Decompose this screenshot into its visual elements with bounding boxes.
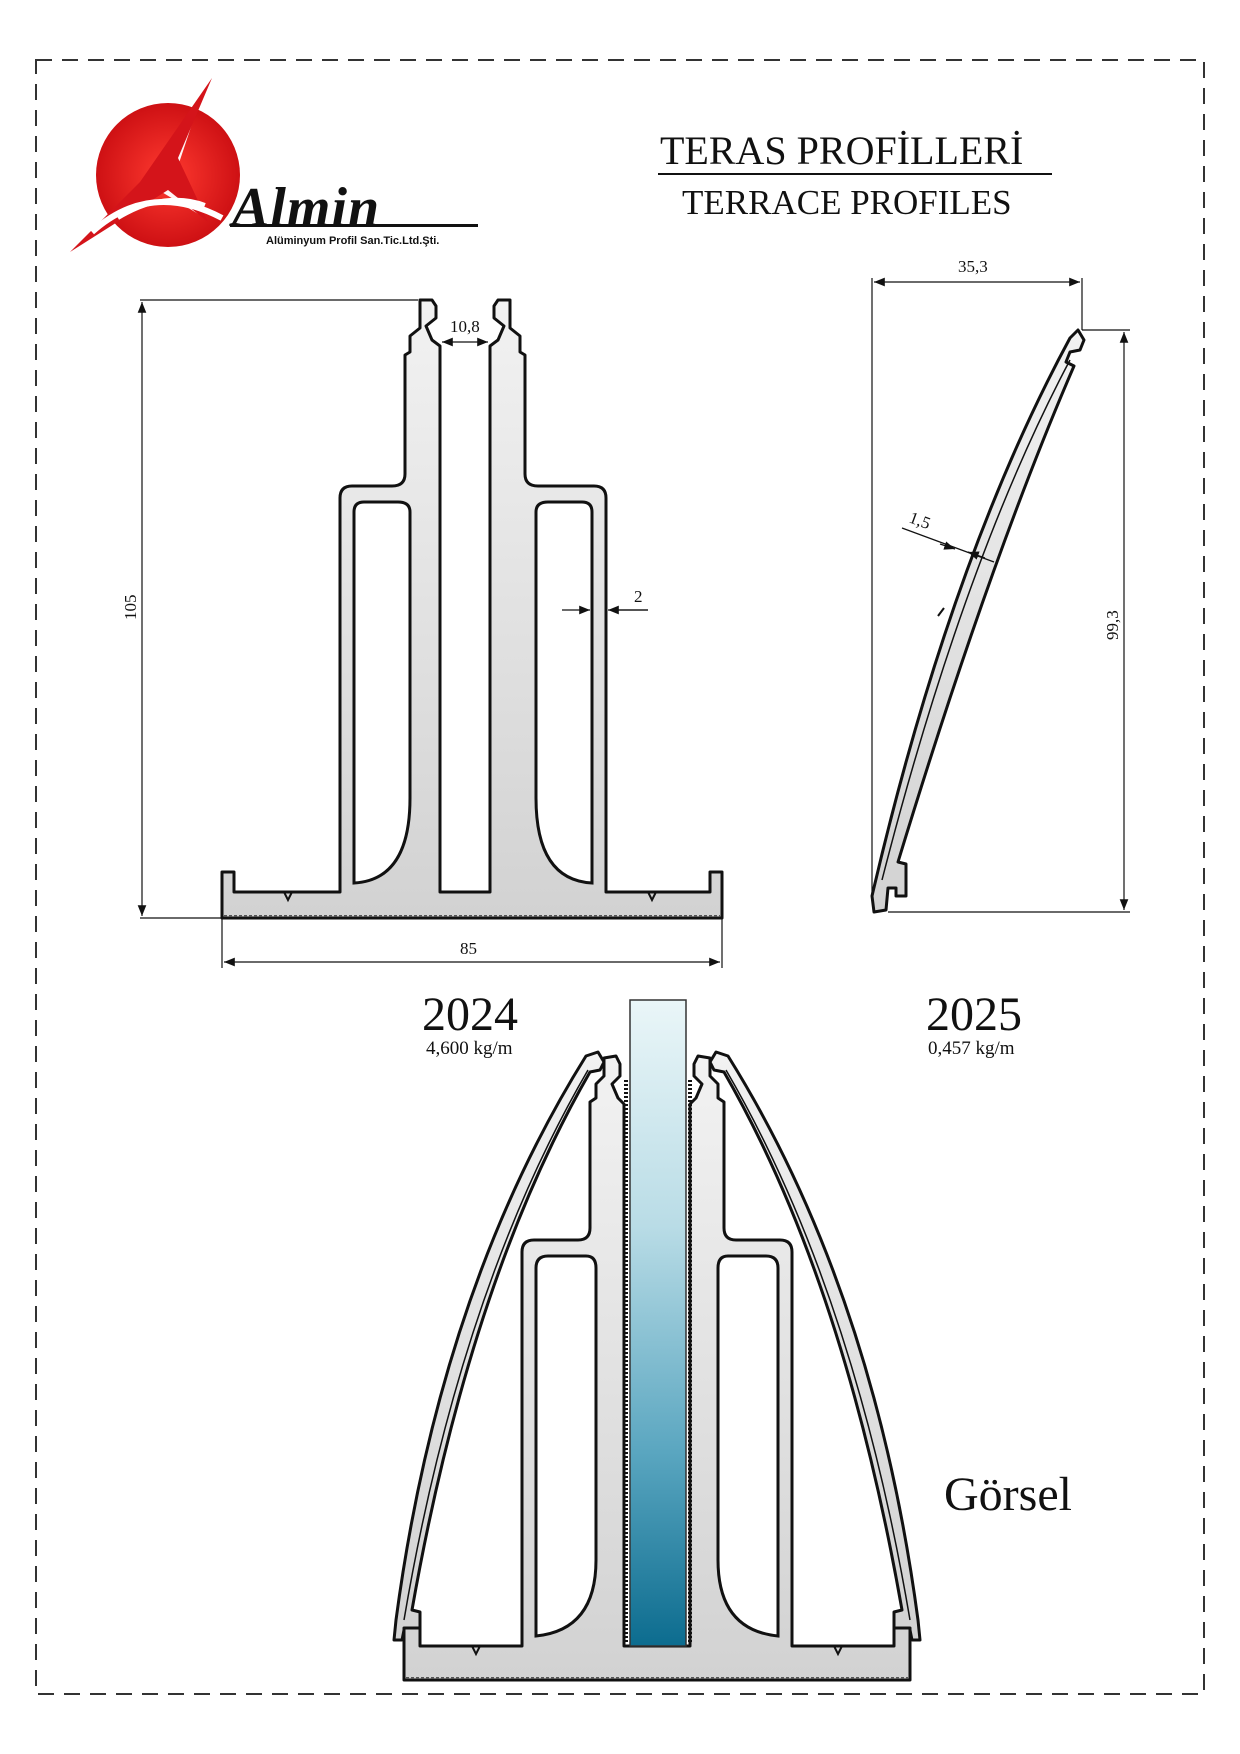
title-turkish: TERAS PROFİLLERİ [660, 128, 1023, 173]
assembly-glass-panel [629, 999, 687, 1647]
profile-2024-dimensions: 105 85 10,8 2 [121, 299, 723, 968]
logo-white-arc-2 [116, 197, 206, 220]
dim-2024-height-label: 105 [121, 595, 140, 621]
assembly-drawing [392, 999, 922, 1682]
profile-2024-left-chamber [352, 500, 412, 885]
logo-underline [230, 224, 478, 227]
logo-company-line: Alüminyum Profil San.Tic.Ltd.Şti. [266, 235, 439, 247]
profile-2024-weight: 4,600 kg/m [426, 1038, 513, 1059]
dim-2025-width-label: 35,3 [958, 257, 988, 276]
dim-2025-thickness-arrow-b [967, 551, 986, 560]
assembly-left-chamber [534, 1254, 598, 1638]
assembly-label: Görsel [944, 1468, 1072, 1521]
assembly-right-cover-inner [725, 1069, 911, 1621]
profile-2024-outline [220, 298, 724, 920]
logo-brand-name: Almin [229, 177, 380, 239]
company-logo: Almin Alüminyum Profil San.Tic.Ltd.Şti. [70, 78, 478, 252]
assembly-left-cover-inner [403, 1069, 589, 1621]
dim-2025-thickness-label: 1,5 [907, 508, 933, 533]
profile-2025-drawing [870, 328, 1086, 914]
title-english: TERRACE PROFILES [682, 183, 1012, 222]
profile-2025-code: 2025 [926, 988, 1022, 1041]
profile-2024-code: 2024 [422, 988, 518, 1041]
assembly-right-chamber [716, 1254, 780, 1638]
assembly-groove-right [833, 1645, 843, 1657]
profile-2024-drawing [220, 298, 724, 920]
profile-2024-groove-left [283, 891, 293, 903]
profile-2025-weight: 0,457 kg/m [928, 1038, 1015, 1059]
dim-2024-slot-label: 10,8 [450, 317, 480, 336]
assembly-base-profile [402, 1054, 912, 1682]
page-border [35, 59, 1205, 1695]
dim-2024-wall-label: 2 [634, 587, 643, 606]
profile-2025-outline [870, 328, 1086, 914]
profile-2025-notch [937, 607, 945, 617]
profile-2025-inner-line [881, 359, 1071, 881]
dim-2025-thickness-arrow-a [939, 541, 956, 550]
profile-2024-right-chamber [534, 500, 594, 885]
assembly-groove-left [471, 1645, 481, 1657]
dim-2024-width-label: 85 [460, 939, 477, 958]
profile-2024-groove-right [647, 891, 657, 903]
dim-2025-height-label: 99,3 [1103, 610, 1122, 640]
profile-2025-dimensions: 35,3 99,3 1,5 [871, 257, 1130, 913]
